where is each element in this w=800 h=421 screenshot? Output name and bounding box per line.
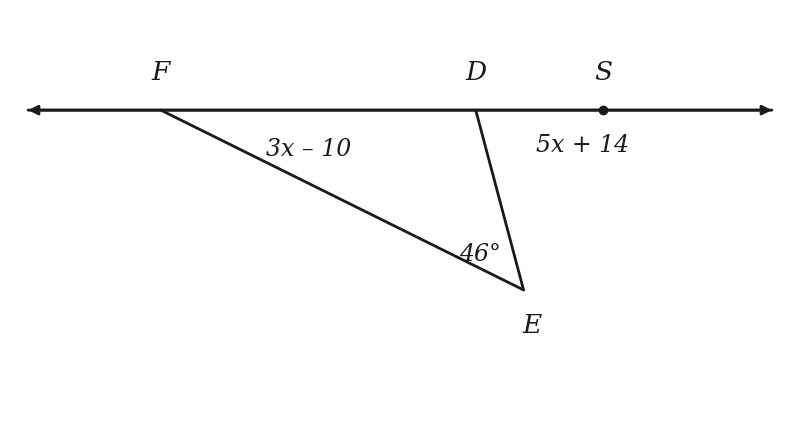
Text: 5x + 14: 5x + 14 xyxy=(535,134,629,157)
Text: 46°: 46° xyxy=(458,243,501,266)
Text: 3x – 10: 3x – 10 xyxy=(266,139,351,161)
Text: D: D xyxy=(465,60,486,85)
Text: F: F xyxy=(152,60,170,85)
Text: S: S xyxy=(594,60,612,85)
Text: E: E xyxy=(522,313,541,338)
